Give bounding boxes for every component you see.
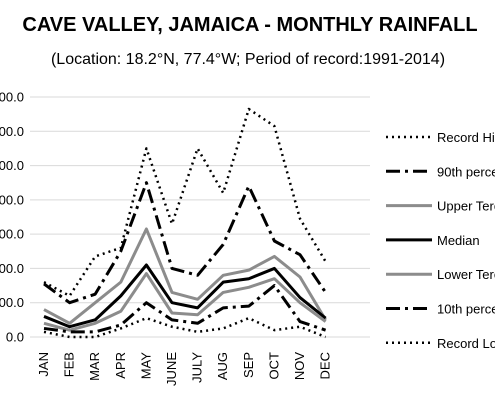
- series-line: [43, 107, 327, 298]
- legend-label: 90th percentile: [437, 164, 495, 179]
- x-tick-label: AUG: [215, 352, 230, 380]
- legend-label: Lower Tercile: [437, 267, 495, 282]
- x-tick-label: NOV: [292, 352, 307, 381]
- x-tick-label: FEB: [62, 352, 77, 377]
- x-tick-label: MAY: [138, 352, 153, 380]
- series-line: [43, 227, 327, 325]
- x-tick-label: JULY: [190, 352, 205, 383]
- x-tick-label: DEC: [318, 352, 333, 379]
- y-tick-label: 0.0: [6, 330, 24, 345]
- series-line: [43, 284, 327, 334]
- x-tick-label: APR: [113, 352, 128, 379]
- x-tick-label: OCT: [266, 352, 281, 380]
- y-tick-label: 300.0: [0, 227, 24, 242]
- y-tick-label: 600.0: [0, 124, 24, 139]
- y-axis-ticks: 0.0 100.0 200.0 300.0 400.0 500.0 600.0 700.0: [0, 90, 24, 345]
- series-lines: [43, 107, 327, 339]
- series-line: [43, 263, 327, 329]
- series-line: [43, 181, 327, 305]
- legend: Record High 90th percentile Upper Tercile M…: [386, 130, 495, 351]
- chart-title: CAVE VALLEY, JAMAICA - MONTHLY RAINFALL: [22, 14, 477, 36]
- y-tick-label: 200.0: [0, 261, 24, 276]
- chart-subtitle: (Location: 18.2°N, 77.4°W; Period of rec…: [51, 51, 445, 68]
- x-tick-label: SEP: [241, 352, 256, 378]
- y-tick-label: 100.0: [0, 295, 24, 310]
- legend-label: Median: [437, 233, 480, 248]
- legend-label: Record High: [437, 130, 495, 145]
- y-tick-label: 400.0: [0, 192, 24, 207]
- x-tick-label: JUNE: [164, 352, 179, 386]
- legend-label: Upper Tercile: [437, 199, 495, 214]
- x-tick-label: MAR: [87, 352, 102, 381]
- x-axis-ticks: JAN FEB MAR APR MAY JUNE JULY AUG SEP OCT NOV DEC: [36, 352, 333, 386]
- y-tick-label: 500.0: [0, 158, 24, 173]
- series-line: [43, 272, 327, 332]
- grid-lines: [30, 96, 370, 338]
- legend-label: Record Low: [437, 336, 495, 351]
- y-tick-label: 700.0: [0, 90, 24, 105]
- legend-label: 10th percentile: [437, 302, 495, 317]
- x-tick-label: JAN: [36, 352, 51, 377]
